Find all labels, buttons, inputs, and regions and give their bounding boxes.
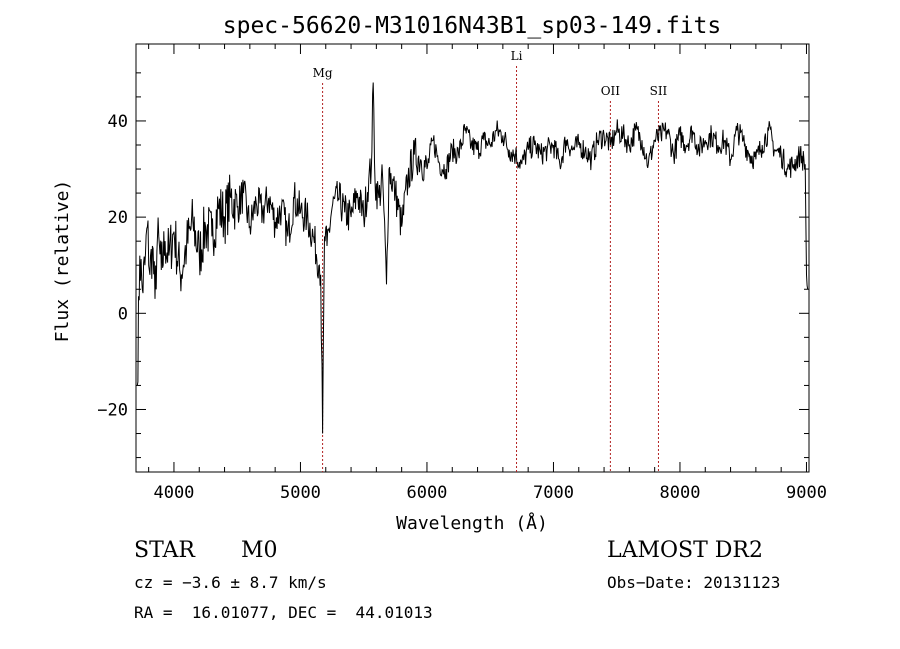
object-subclass: M0 [241,538,278,563]
y-tick-label: 0 [118,304,128,324]
marker-label-li: Li [511,49,523,63]
marker-label-mg: Mg [313,66,333,80]
plot-frame [135,43,810,473]
y-axis: −20 0 20 40 [97,72,809,459]
x-tick-label: 8000 [659,483,700,503]
y-tick-label: −20 [97,400,128,420]
x-axis-label: Wavelength (Å) [396,512,548,534]
chart-title: spec-56620-M31016N43B1_sp03-149.fits [223,13,722,39]
y-tick-label: 40 [108,112,128,132]
x-tick-label: 7000 [533,483,574,503]
object-class: STAR [134,538,195,563]
redshift-velocity: cz = −3.6 ± 8.7 km/s [134,573,327,592]
spectrum-line [136,82,809,434]
survey-name: LAMOST DR2 [607,538,763,563]
x-tick-label: 9000 [786,483,827,503]
x-tick-label: 4000 [153,483,194,503]
spectral-line-markers: Mg Li OII SII [313,49,668,472]
coordinates: RA = 16.01077, DEC = 44.01013 [134,603,433,622]
observation-date: Obs−Date: 20131123 [607,573,781,592]
y-tick-label: 20 [108,208,128,228]
x-tick-label: 6000 [406,483,447,503]
marker-label-oii: OII [601,84,621,98]
marker-label-sii: SII [650,84,668,98]
y-axis-label: Flux (relative) [52,180,73,343]
x-tick-label: 5000 [280,483,321,503]
x-axis: 4000 5000 6000 7000 8000 9000 [148,44,827,503]
